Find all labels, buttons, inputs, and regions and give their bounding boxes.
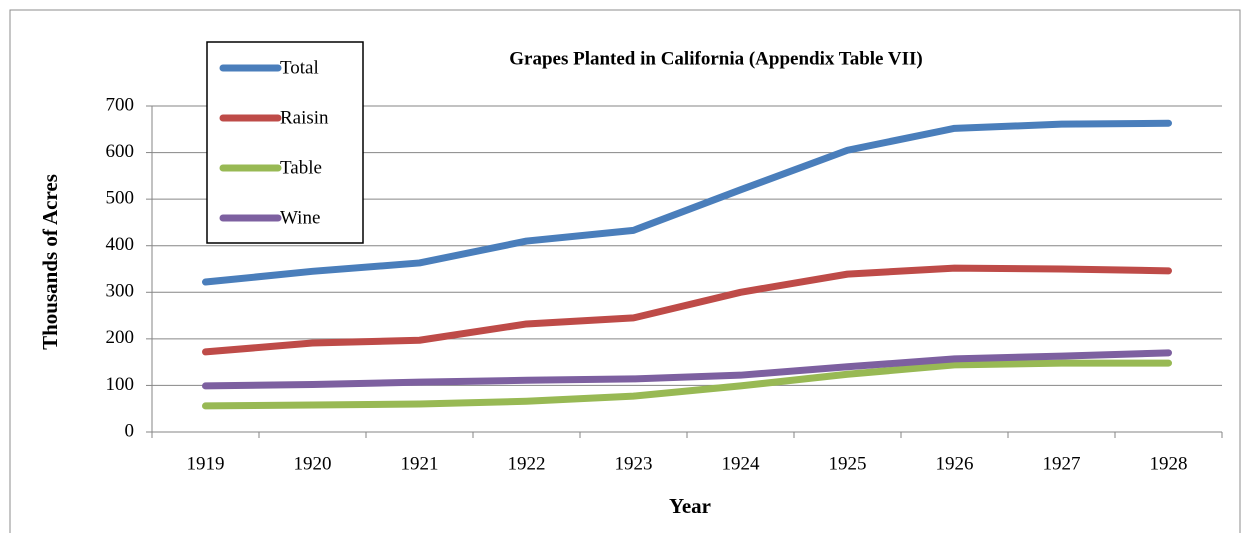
y-tick-label: 100: [106, 374, 135, 395]
y-tick-label: 300: [106, 281, 135, 302]
legend-label: Total: [280, 57, 319, 78]
line-series: [202, 359, 1172, 410]
legend-label: Table: [280, 157, 322, 178]
x-tick-label: 1921: [401, 453, 439, 474]
x-tick-label: 1920: [294, 453, 332, 474]
line-series: [202, 349, 1172, 390]
x-tick-label: 1927: [1043, 453, 1081, 474]
y-tick-label: 400: [106, 234, 135, 255]
x-tick-label: 1926: [936, 453, 974, 474]
legend-label: Wine: [280, 207, 320, 228]
y-tick-label: 500: [106, 188, 135, 209]
x-tick-label: 1919: [187, 453, 225, 474]
x-axis-label: Year: [669, 494, 711, 518]
y-tick-label: 700: [106, 94, 135, 115]
line-series: [202, 119, 1172, 286]
x-tick-label: 1928: [1150, 453, 1188, 474]
y-tick-label: 600: [106, 141, 135, 162]
y-tick-label: 0: [125, 420, 135, 441]
chart-border: [9, 9, 1241, 533]
legend-label: Raisin: [280, 107, 329, 128]
chart-title: Grapes Planted in California (Appendix T…: [509, 48, 923, 69]
x-tick-label: 1923: [615, 453, 653, 474]
x-tick-label: 1925: [829, 453, 867, 474]
x-tick-label: 1924: [722, 453, 761, 474]
line-series: [202, 264, 1172, 356]
legend-box: [206, 41, 364, 244]
y-tick-label: 200: [106, 327, 135, 348]
x-tick-label: 1922: [508, 453, 546, 474]
y-axis-label: Thousands of Acres: [38, 174, 62, 350]
